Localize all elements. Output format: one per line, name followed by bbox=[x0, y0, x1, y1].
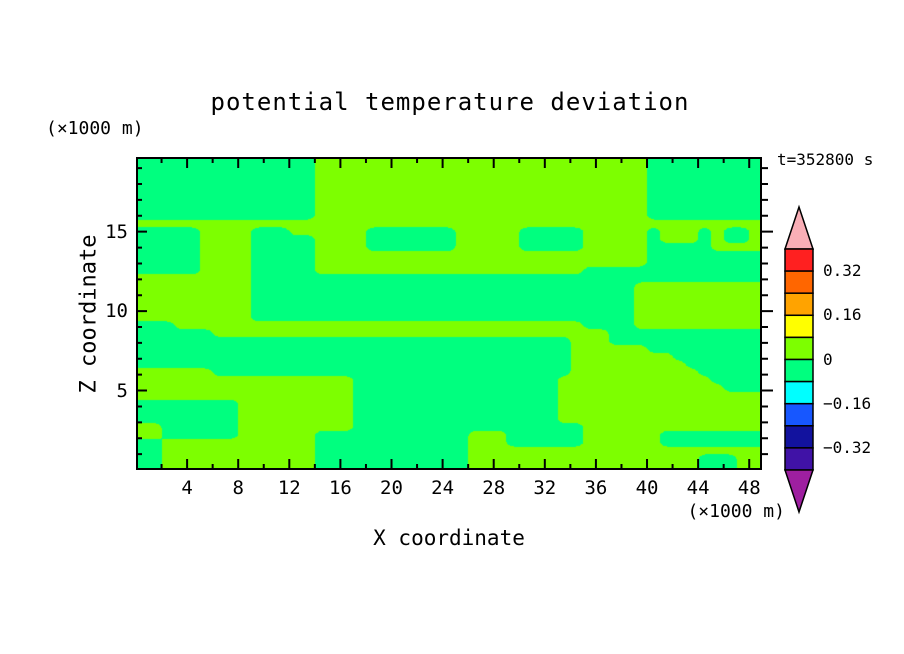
colorbar-segment bbox=[784, 358, 814, 383]
x-tick-label: 12 bbox=[277, 477, 301, 499]
colorbar-segment bbox=[784, 270, 814, 294]
contour-field-canvas bbox=[136, 157, 762, 470]
colorbar-segment bbox=[784, 292, 814, 317]
x-tick-label: 8 bbox=[232, 477, 244, 499]
axis-ticks bbox=[136, 157, 773, 470]
colorbar-segment bbox=[784, 447, 814, 471]
colorbar-tick-label: −0.16 bbox=[823, 393, 872, 413]
x-tick-label: 28 bbox=[482, 477, 506, 499]
y-tick-label: 15 bbox=[105, 220, 128, 243]
x-tick-label: 20 bbox=[380, 477, 403, 499]
y-axis-unit-label: (×1000 m) bbox=[46, 118, 144, 139]
x-tick-label: 44 bbox=[686, 477, 710, 499]
x-tick-label: 24 bbox=[431, 477, 455, 499]
y-tick-label: 5 bbox=[116, 379, 128, 402]
colorbar-segment bbox=[784, 248, 814, 272]
colorbar-segment bbox=[784, 314, 814, 339]
x-tick-label: 16 bbox=[328, 477, 352, 499]
page-title: potential temperature deviation bbox=[210, 88, 690, 116]
y-tick-label: 10 bbox=[105, 300, 128, 323]
colorbar-tick-label: 0.32 bbox=[823, 261, 862, 281]
colorbar-segment bbox=[784, 336, 814, 361]
colorbar-tick-label: 0 bbox=[823, 349, 833, 369]
colorbar-segment bbox=[784, 425, 814, 449]
time-label: t=352800 s bbox=[777, 150, 874, 169]
x-axis-label: X coordinate bbox=[373, 526, 525, 550]
x-tick-label: 4 bbox=[181, 477, 193, 499]
colorbar-arrow-up bbox=[783, 204, 815, 250]
colorbar-segment bbox=[784, 402, 814, 427]
colorbar-segment bbox=[784, 380, 814, 405]
x-tick-label: 48 bbox=[737, 477, 761, 499]
colorbar-arrow-down bbox=[783, 469, 815, 515]
plot-border bbox=[136, 157, 762, 470]
colorbar-tick-label: −0.32 bbox=[823, 437, 872, 457]
colorbar-tick-label: 0.16 bbox=[823, 305, 862, 325]
x-tick-label: 32 bbox=[533, 477, 557, 499]
x-axis-unit-label: (×1000 m) bbox=[687, 501, 785, 522]
x-tick-label: 40 bbox=[635, 477, 659, 499]
x-tick-label: 36 bbox=[584, 477, 608, 499]
